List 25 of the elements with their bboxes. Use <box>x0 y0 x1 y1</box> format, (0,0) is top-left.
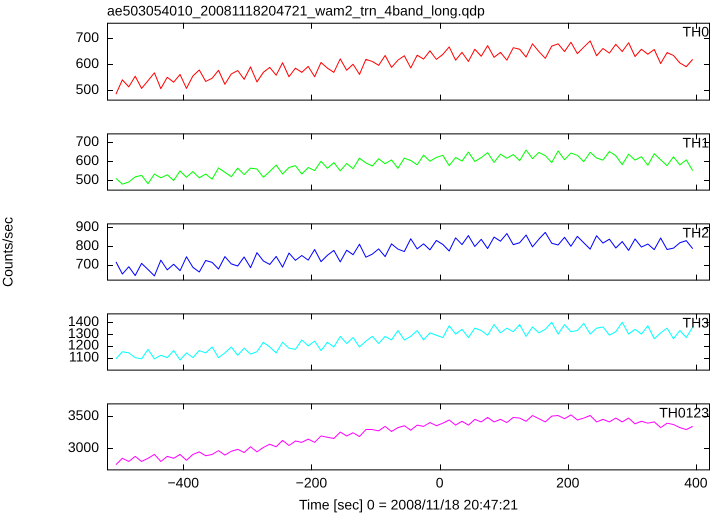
series-label: TH0 <box>682 24 710 40</box>
y-tick-label: 500 <box>76 81 100 98</box>
y-tick-label: 700 <box>76 132 100 149</box>
y-tick-label: 600 <box>76 55 100 72</box>
y-tick-label: 3000 <box>68 438 100 455</box>
x-tick-label: 200 <box>556 474 580 491</box>
y-tick-label: 3500 <box>68 407 100 424</box>
y-tick-label: 500 <box>76 170 100 187</box>
y-axis-title: Counts/sec <box>0 216 16 288</box>
y-tick-label: 700 <box>76 256 100 272</box>
x-tick-label: 400 <box>684 474 708 491</box>
series-label: TH3 <box>682 314 710 330</box>
series-label: TH2 <box>682 224 710 240</box>
y-tick-label: 600 <box>76 152 100 168</box>
y-tick-label: 800 <box>76 236 100 253</box>
series-label: TH0123 <box>659 404 710 420</box>
y-tick-label: 1400 <box>68 313 100 330</box>
x-tick-label: 0 <box>436 474 444 491</box>
series-label: TH1 <box>682 134 710 150</box>
x-tick-label: −200 <box>296 474 328 491</box>
x-tick-label: −400 <box>167 474 200 491</box>
chart-title: ae503054010_20081118204721_wam2_trn_4band_long.qdp <box>107 2 486 18</box>
y-tick-label: 700 <box>76 29 100 46</box>
y-tick-label: 900 <box>76 218 100 234</box>
x-axis-title: Time [sec] 0 = 2008/11/18 20:47:21 <box>298 496 518 512</box>
